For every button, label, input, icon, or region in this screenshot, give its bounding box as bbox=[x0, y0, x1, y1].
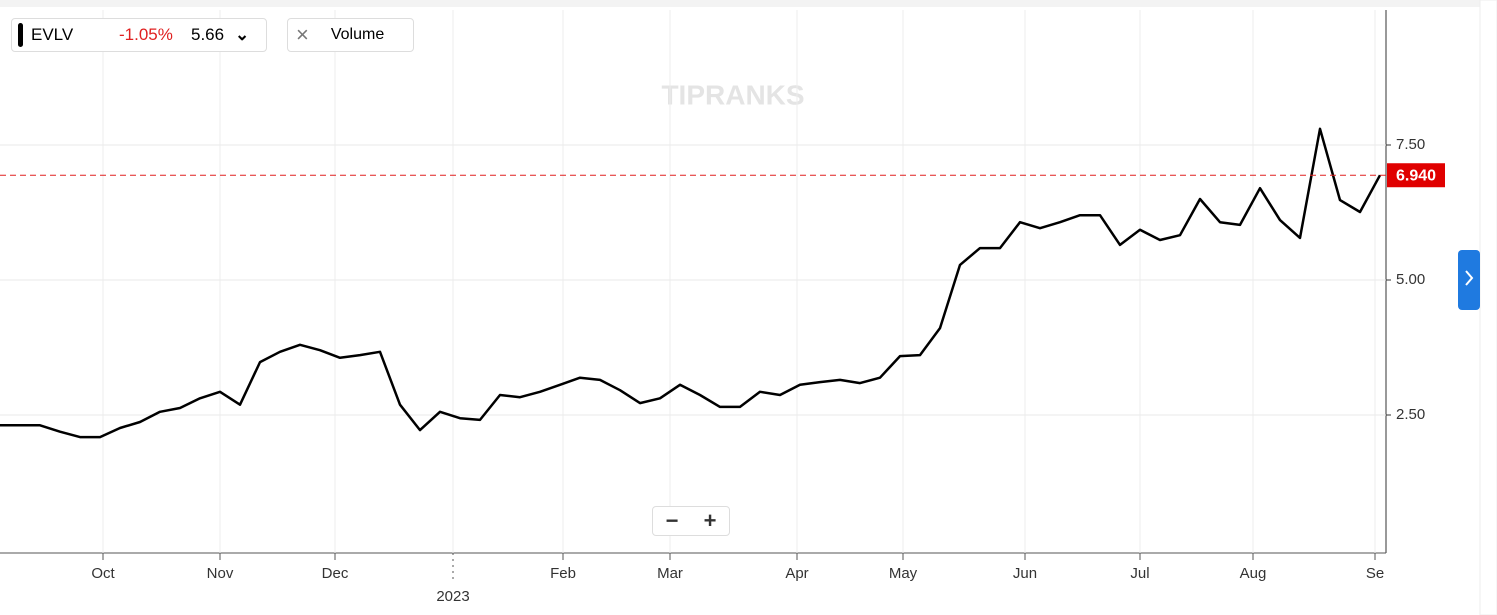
x-tick-label: Dec bbox=[322, 565, 349, 582]
volume-toggle[interactable]: × Volume bbox=[287, 18, 414, 52]
x-tick-label: Feb bbox=[550, 565, 576, 582]
volume-label: Volume bbox=[330, 26, 385, 43]
last-price-badge bbox=[1387, 163, 1445, 188]
price: 5.66 bbox=[191, 25, 225, 44]
close-icon[interactable]: × bbox=[296, 22, 309, 47]
x-tick-label: Jul bbox=[1130, 565, 1149, 582]
side-panel bbox=[1479, 0, 1497, 615]
price-line bbox=[0, 127, 1382, 439]
x-tick-label: Nov bbox=[207, 565, 234, 582]
x-tick-label: Se bbox=[1366, 565, 1384, 582]
ticker-box[interactable]: EVLV -1.05% 5.66 ⌄ bbox=[11, 18, 267, 52]
chevron-icon bbox=[1465, 270, 1474, 286]
x-tick-label: May bbox=[889, 565, 918, 582]
dropdown-icon[interactable]: ⌄ bbox=[235, 25, 250, 44]
y-tick-label: 2.50 bbox=[1396, 406, 1425, 423]
zoom-out[interactable]: − bbox=[665, 508, 679, 533]
x-tick-label: Oct bbox=[91, 565, 115, 582]
last-price-label: 6.940 bbox=[1396, 167, 1436, 184]
x-tick-label: Aug bbox=[1240, 565, 1267, 582]
series-swatch bbox=[18, 23, 23, 47]
top-strip bbox=[0, 0, 1497, 7]
ticker: EVLV bbox=[31, 25, 74, 44]
x-tick-label: Jun bbox=[1013, 565, 1037, 582]
x-tick-label: Mar bbox=[657, 565, 683, 582]
change: -1.05% bbox=[119, 25, 173, 44]
x-tick-label: 2023 bbox=[436, 588, 469, 605]
y-tick-label: 5.00 bbox=[1396, 271, 1425, 288]
x-tick-label: Apr bbox=[785, 565, 808, 582]
watermark: TIPRANKS bbox=[661, 79, 804, 110]
zoom-in[interactable]: + bbox=[703, 508, 717, 533]
zoom-controls: − + bbox=[652, 506, 730, 536]
y-tick-label: 7.50 bbox=[1396, 136, 1425, 153]
